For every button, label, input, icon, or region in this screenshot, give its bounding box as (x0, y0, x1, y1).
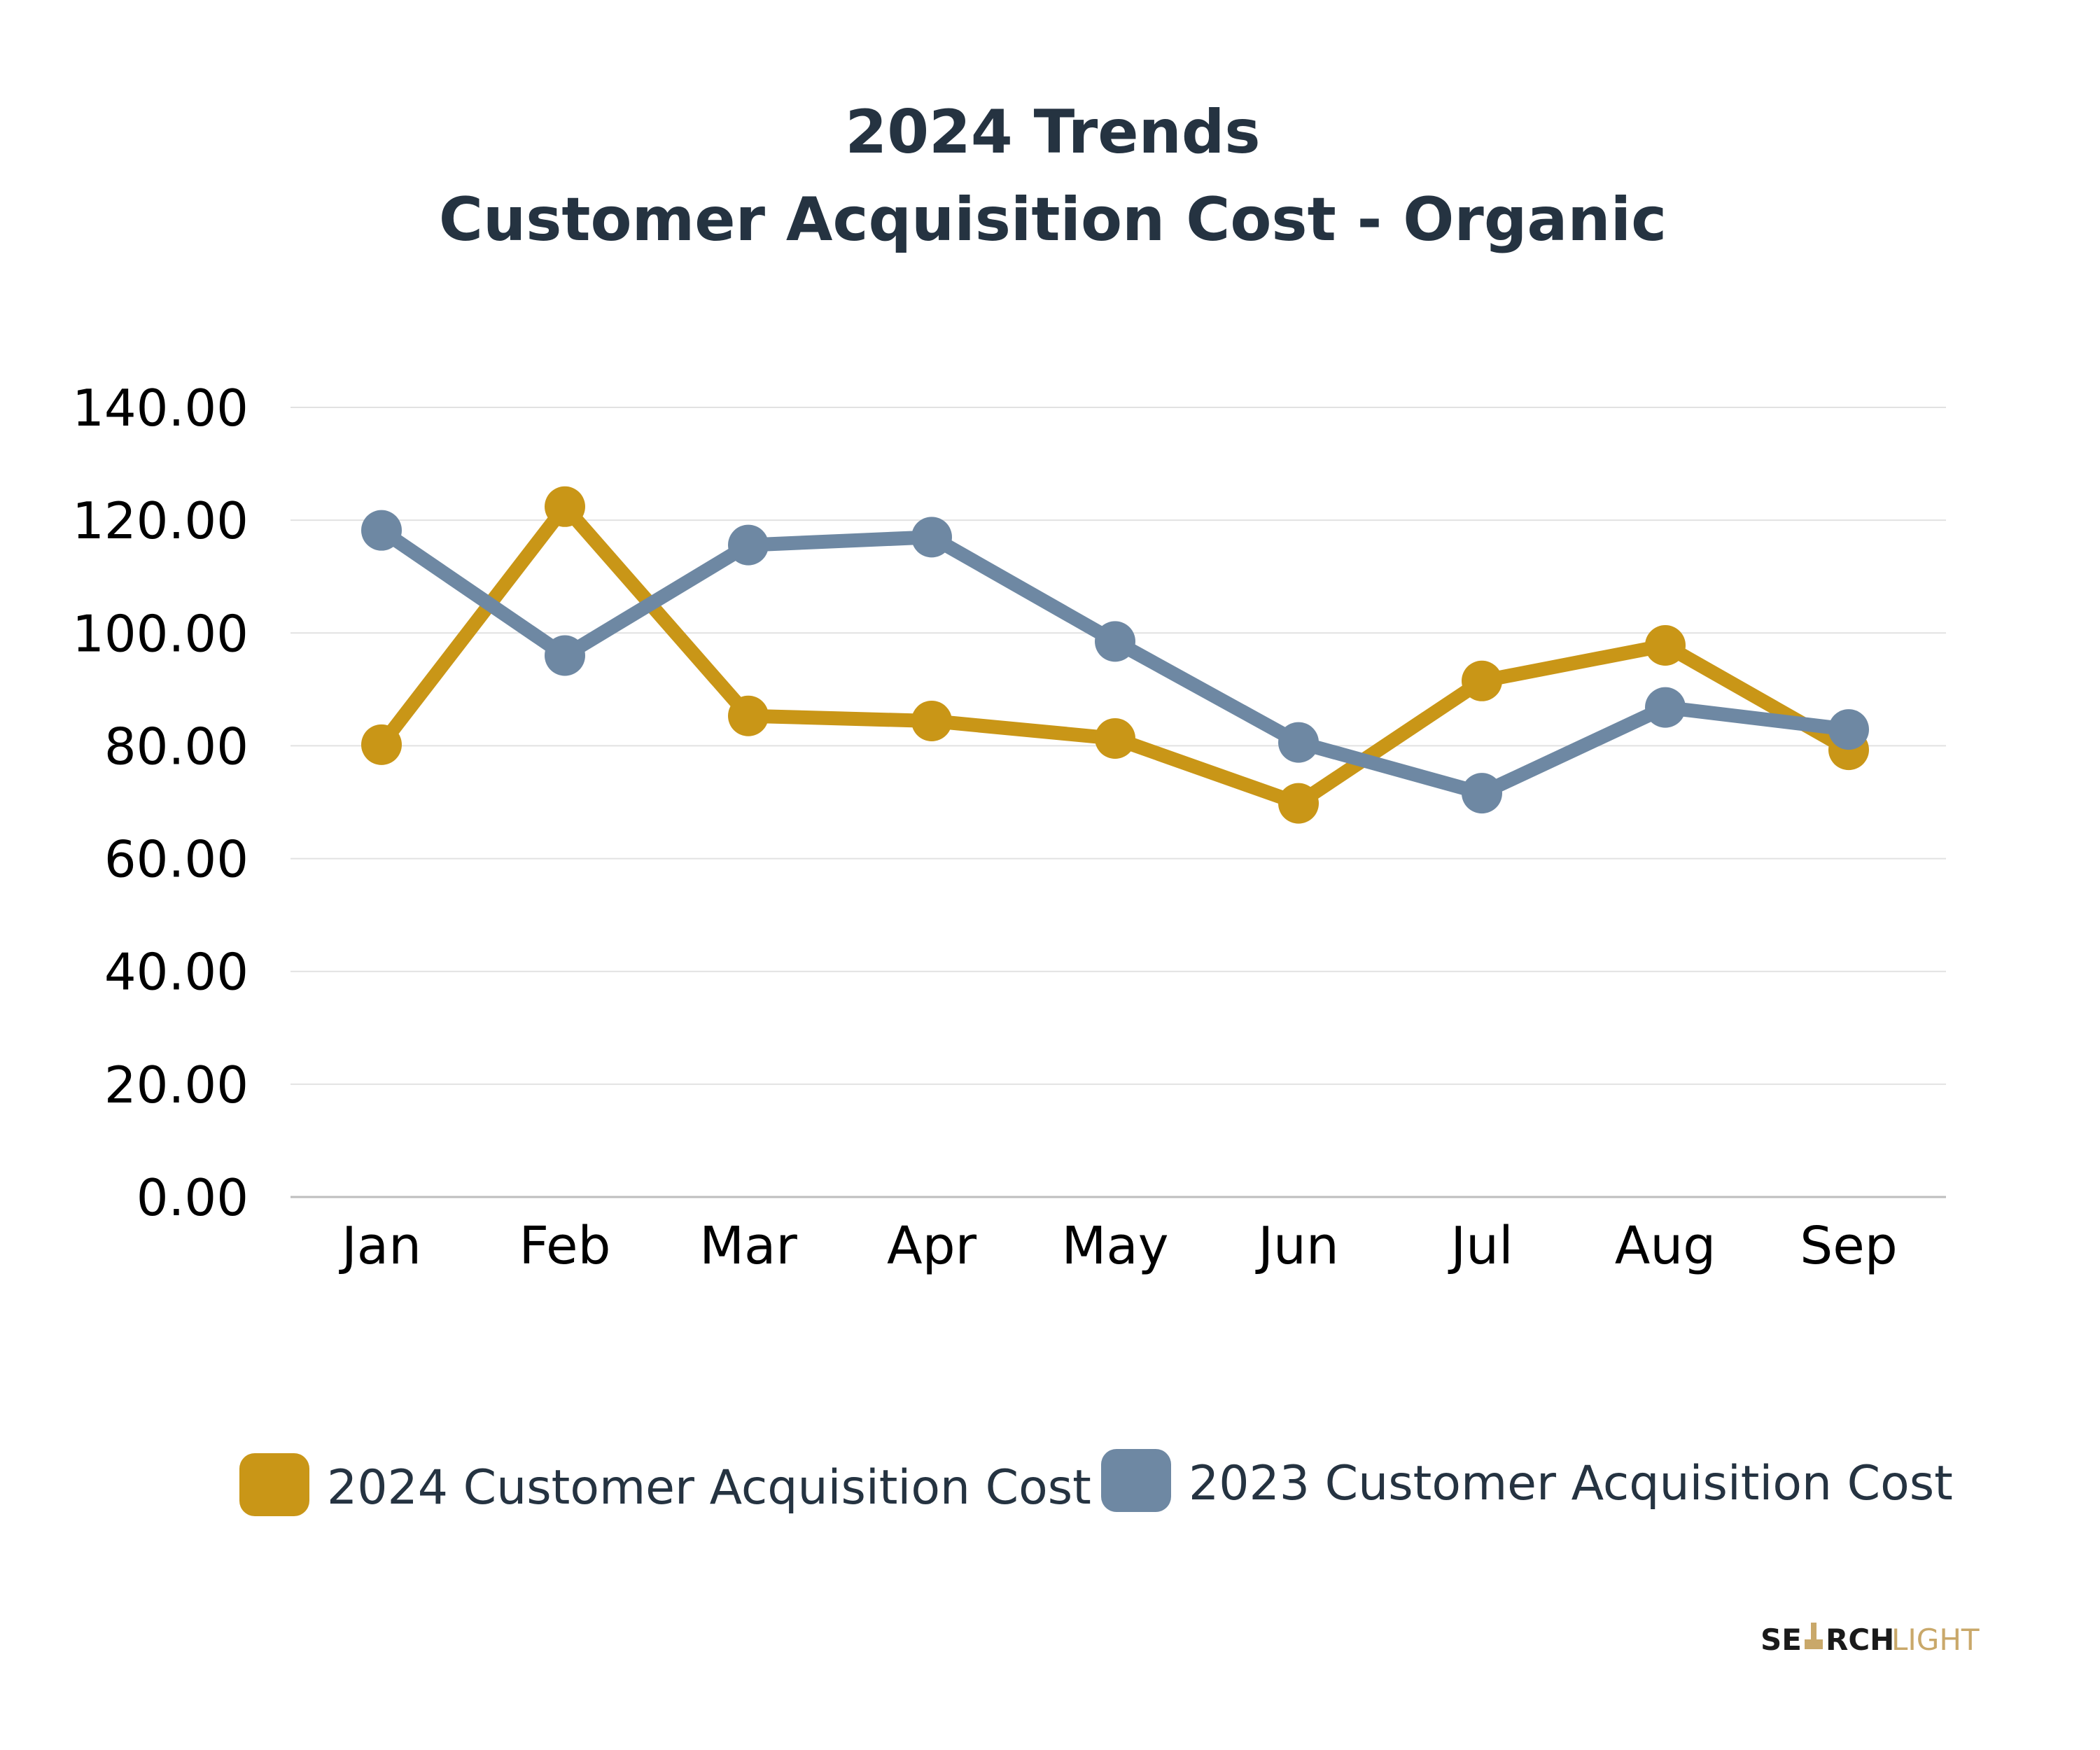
x-tick-label: Jan (339, 1216, 421, 1276)
x-tick-label: May (1062, 1216, 1169, 1276)
x-tick-label: Jun (1255, 1216, 1339, 1276)
y-tick-label: 100.00 (72, 604, 248, 663)
data-point-1 (728, 524, 769, 566)
svg-text:RCH: RCH (1826, 1623, 1894, 1657)
y-tick-label: 80.00 (104, 717, 248, 776)
data-point-0 (728, 695, 769, 736)
y-tick-label: 120.00 (72, 491, 248, 550)
legend-label-2024: 2024 Customer Acquisition Cost (327, 1460, 1091, 1516)
data-point-0 (1462, 660, 1502, 701)
data-point-0 (361, 724, 402, 765)
x-tick-label: Aug (1615, 1216, 1716, 1276)
data-point-1 (1278, 722, 1319, 763)
data-point-1 (1462, 773, 1502, 814)
data-point-0 (911, 700, 952, 741)
searchlight-logo: SE RCH LIGHT (1760, 1623, 1980, 1657)
data-point-1 (911, 517, 952, 558)
legend-item-2023: 2023 Customer Acquisition Cost (1101, 1449, 1953, 1512)
x-tick-label: Apr (887, 1216, 977, 1276)
data-point-0 (545, 486, 585, 527)
svg-text:LIGHT: LIGHT (1891, 1623, 1980, 1657)
x-axis-ticks: Jan Feb Mar Apr May Jun Jul Aug Sep (339, 1216, 1898, 1276)
chart-title: 2024 Trends (845, 97, 1260, 167)
y-tick-label: 60.00 (104, 830, 248, 889)
svg-text:SE: SE (1760, 1623, 1802, 1657)
y-tick-label: 0.00 (136, 1168, 248, 1227)
data-point-0 (1095, 718, 1135, 759)
series-group (361, 486, 1869, 824)
lamp-icon (1805, 1623, 1823, 1649)
x-tick-label: Mar (699, 1216, 797, 1276)
logo-text-light: LIGHT (1891, 1623, 1980, 1657)
data-point-1 (1645, 687, 1686, 728)
legend-item-2024: 2024 Customer Acquisition Cost (239, 1453, 1091, 1516)
logo-text-se: SE (1760, 1623, 1802, 1657)
data-point-1 (545, 635, 585, 676)
chart-subtitle: Customer Acquisition Cost - Organic (439, 185, 1667, 255)
x-tick-label: Jul (1448, 1216, 1513, 1276)
series-markers (361, 486, 1869, 824)
y-tick-label: 40.00 (104, 943, 248, 1002)
data-point-1 (1095, 621, 1135, 662)
legend-swatch-2023 (1101, 1449, 1171, 1512)
data-point-1 (1828, 709, 1869, 750)
data-point-0 (1645, 625, 1686, 666)
x-tick-label: Feb (519, 1216, 610, 1276)
y-axis-ticks: 0.00 20.00 40.00 60.00 80.00 100.00 120.00 140.… (72, 379, 248, 1227)
logo-text-rch: RCH (1826, 1623, 1894, 1657)
legend-label-2023: 2023 Customer Acquisition Cost (1189, 1456, 1953, 1511)
x-tick-label: Sep (1800, 1216, 1897, 1276)
legend-swatch-2024 (239, 1453, 309, 1516)
y-tick-label: 140.00 (72, 379, 248, 438)
data-point-0 (1278, 783, 1319, 824)
legend: 2024 Customer Acquisition Cost 2023 Cust… (239, 1449, 1953, 1516)
gridlines (290, 407, 1946, 1198)
y-tick-label: 20.00 (104, 1056, 248, 1114)
data-point-1 (361, 510, 402, 551)
